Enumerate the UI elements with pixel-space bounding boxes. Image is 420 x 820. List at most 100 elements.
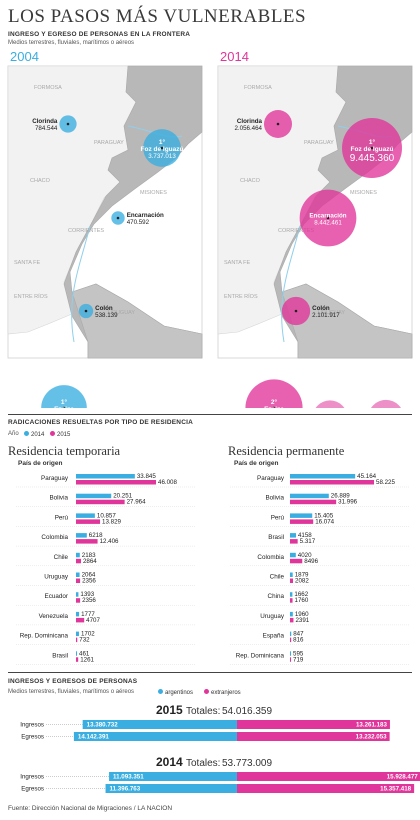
bar-value-label: 10.857 [97,512,116,519]
map-geography: FORMOSA PARAGUAY CHACO MISIONES CORRIENTES SA… [217,65,413,408]
bar-2014 [76,592,79,597]
category-label: España [263,633,285,640]
category-label: Chile [54,554,69,561]
map-bubble [41,385,87,408]
bar-2014 [290,493,329,499]
map-point-name: Ezeiza [54,406,74,408]
bar-value-label: 20.251 [113,493,132,500]
map-panel-2014: 2014 FORMOSA PARAGUAY CHACO MISIONES CORRIENT… [217,49,413,408]
map-point-value: 2.056.464 [234,125,262,132]
map-bubble [245,379,303,408]
bar-value-extranjeros: 13.232.053 [356,734,388,741]
category-label: Perú [55,514,69,521]
bar-value-label: 2183 [82,552,96,559]
category-label: Uruguay [44,574,69,581]
bar-2014 [290,572,293,577]
flows-heading: INGRESOS Y EGRESOS DE PERSONAS [8,678,138,685]
bar-value-label: 816 [293,637,304,644]
flows-group-2015: 2015 Totales: 54.016.359 Ingresos 13.380.732… [20,703,390,741]
bar-value-label: 33.845 [137,473,156,480]
bar-value-label: 12.406 [100,538,119,545]
bar-2014 [76,611,80,617]
source-note: Fuente: Dirección Nacional de Migracione… [8,805,173,812]
flows-row-label: Ingresos [20,722,44,729]
bar-2015 [76,617,85,623]
bar-2015 [290,539,298,544]
permanente-title: Residencia permanente [228,444,345,458]
map-point-dot [294,309,298,313]
legend-swatch-argentinos [158,689,163,694]
bar-value-label: 27.964 [127,499,146,506]
map-panel-2004: 2004 FORMOSA PARAGUAY CHACO MISIONES CORRIENT… [7,49,203,408]
category-label: Chile [270,574,285,581]
bar-value-label: 2064 [82,572,96,579]
bar-value-extranjeros: 15.928.477 [387,774,419,781]
flows-year: 2015 [156,703,183,717]
bar-value-label: 4707 [86,617,100,624]
bar-2014 [76,474,135,479]
category-label: Bolivia [265,495,284,502]
region-label: URUGUAY [318,310,345,316]
flows-group-2014: 2014 Totales: 53.773.009 Ingresos 11.093.351… [20,755,420,793]
temporaria-column-header: País de origen [18,460,63,467]
category-label: Ecuador [45,593,68,600]
bar-value-label: 2391 [295,617,309,624]
map-point-name: Encarnación [127,212,164,219]
bar-2015 [76,578,81,583]
page-title: LOS PASOS MÁS VULNERABLES [8,6,307,27]
bar-2015 [290,578,294,583]
map-year-2014: 2014 [220,49,249,64]
region-label: URUGUAY [108,310,135,316]
category-label: Paraguay [41,475,69,482]
region-label: CHACO [30,178,51,184]
bar-value-label: 4158 [298,532,312,539]
bar-2014 [76,631,79,637]
region-label: CORRIENTES [68,228,104,234]
region-label: SANTA FE [14,260,41,266]
region-label: PARAGUAY [304,140,334,146]
bar-value-extranjeros: 13.261.183 [356,722,388,729]
flows-year: 2014 [156,755,183,769]
bar-value-label: 847 [293,631,304,638]
category-label: Colombia [257,554,284,561]
bar-2014 [290,592,293,597]
map-point-value: 9.445.360 [350,153,395,164]
maps-heading: INGRESO Y EGRESO DE PERSONAS EN LA FRONT… [8,31,191,38]
map-point-dot [62,406,66,408]
bar-value-label: 732 [79,637,90,644]
map-point-name: Ezeiza [264,406,284,408]
bar-value-argentinos: 11.093.351 [113,774,144,781]
map-point-name: Colón [312,305,330,312]
bar-value-argentinos: 14.142.391 [78,734,110,741]
bar-value-label: 58.225 [376,479,395,486]
flows-subheading: Medios terrestres, fluviales, marítimos … [8,689,135,695]
bar-2014 [290,611,293,617]
map-point-name: 2° [271,398,278,406]
bar-2015 [290,480,374,485]
bar-2014 [290,651,291,656]
bar-value-label: 1760 [295,597,309,604]
bar-value-label: 461 [79,650,90,657]
bar-2015 [76,637,78,643]
radicaciones-legend-label: Año [8,431,19,437]
bar-2015 [290,617,294,623]
flows-total-value: 54.016.359 [222,706,272,717]
category-label: Venezuela [39,613,69,620]
bar-extranjeros [237,720,390,729]
bar-value-label: 15.405 [314,512,333,519]
legend-swatch-2014 [24,431,29,436]
maps-figure: 2004 FORMOSA PARAGUAY CHACO MISIONES CORRIENT… [7,49,413,408]
radicaciones-legend-2014: 2014 [24,431,44,438]
region-label: ENTRE RÍOS [224,293,258,300]
bar-2014 [76,651,77,656]
bar-argentinos [105,784,237,793]
map-point-dot [276,122,280,126]
legend-text-2015: 2015 [57,432,71,438]
map-bubble [315,400,345,408]
bar-value-label: 5.317 [300,538,316,545]
bar-2015 [290,499,337,505]
bar-value-argentinos: 13.380.732 [87,722,119,729]
map-point-dot [326,216,330,220]
